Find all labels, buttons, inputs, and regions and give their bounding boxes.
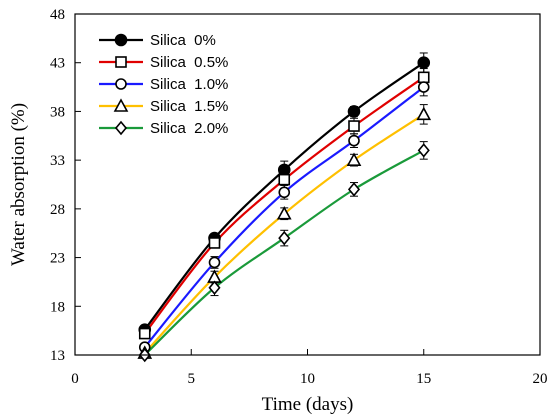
data-point bbox=[417, 143, 430, 158]
y-tick-label: 43 bbox=[50, 56, 65, 72]
legend-marker bbox=[114, 33, 128, 47]
plot-area-frame bbox=[74, 13, 541, 356]
x-axis-ticks: 0 5 10 15 20 bbox=[71, 349, 548, 387]
data-point bbox=[416, 106, 432, 121]
y-tick-label: 48 bbox=[50, 7, 65, 23]
data-point bbox=[138, 327, 151, 340]
data-point bbox=[417, 56, 431, 70]
y-tick-label: 13 bbox=[50, 348, 65, 364]
x-tick-label: 10 bbox=[300, 371, 315, 387]
y-tick-label: 38 bbox=[50, 104, 65, 120]
x-tick-label: 15 bbox=[416, 371, 431, 387]
legend-marker bbox=[113, 98, 129, 112]
legend-label: Silica 0.5% bbox=[150, 54, 228, 71]
data-point bbox=[208, 280, 221, 296]
y-axis-title: Water absorption (%) bbox=[8, 103, 29, 266]
legend-marker bbox=[114, 120, 128, 136]
data-point bbox=[278, 186, 291, 199]
legend: Silica 0% Silica 0.5% Silica 1.0% Silica 1.… bbox=[99, 32, 228, 137]
legend-label: Silica 0% bbox=[150, 32, 216, 49]
x-axis-title: Time (days) bbox=[262, 394, 354, 415]
y-tick-label: 23 bbox=[50, 251, 65, 267]
data-point bbox=[277, 163, 291, 177]
data-point bbox=[417, 71, 430, 84]
legend-label: Silica 1.0% bbox=[150, 76, 228, 93]
x-tick-label: 5 bbox=[188, 371, 196, 387]
x-tick-label: 20 bbox=[533, 371, 548, 387]
data-point bbox=[208, 256, 221, 269]
y-tick-label: 28 bbox=[50, 202, 65, 218]
data-point bbox=[278, 230, 291, 246]
data-point bbox=[417, 81, 430, 93]
legend-marker bbox=[115, 56, 127, 68]
data-point bbox=[347, 105, 361, 118]
data-point bbox=[208, 237, 221, 249]
x-tick-label: 0 bbox=[71, 371, 79, 387]
data-point bbox=[348, 120, 360, 132]
data-point bbox=[278, 173, 291, 186]
y-tick-label: 18 bbox=[50, 299, 65, 315]
legend-label: Silica 1.5% bbox=[150, 98, 228, 115]
data-point bbox=[276, 206, 292, 220]
y-tick-label: 33 bbox=[50, 153, 65, 169]
data-point bbox=[348, 134, 360, 147]
data-point bbox=[346, 152, 362, 166]
legend-label: Silica 2.0% bbox=[150, 120, 228, 137]
y-axis-ticks: 13 18 23 28 33 38 43 48 bbox=[50, 7, 81, 364]
legend-marker bbox=[115, 78, 127, 90]
data-point bbox=[347, 182, 361, 197]
